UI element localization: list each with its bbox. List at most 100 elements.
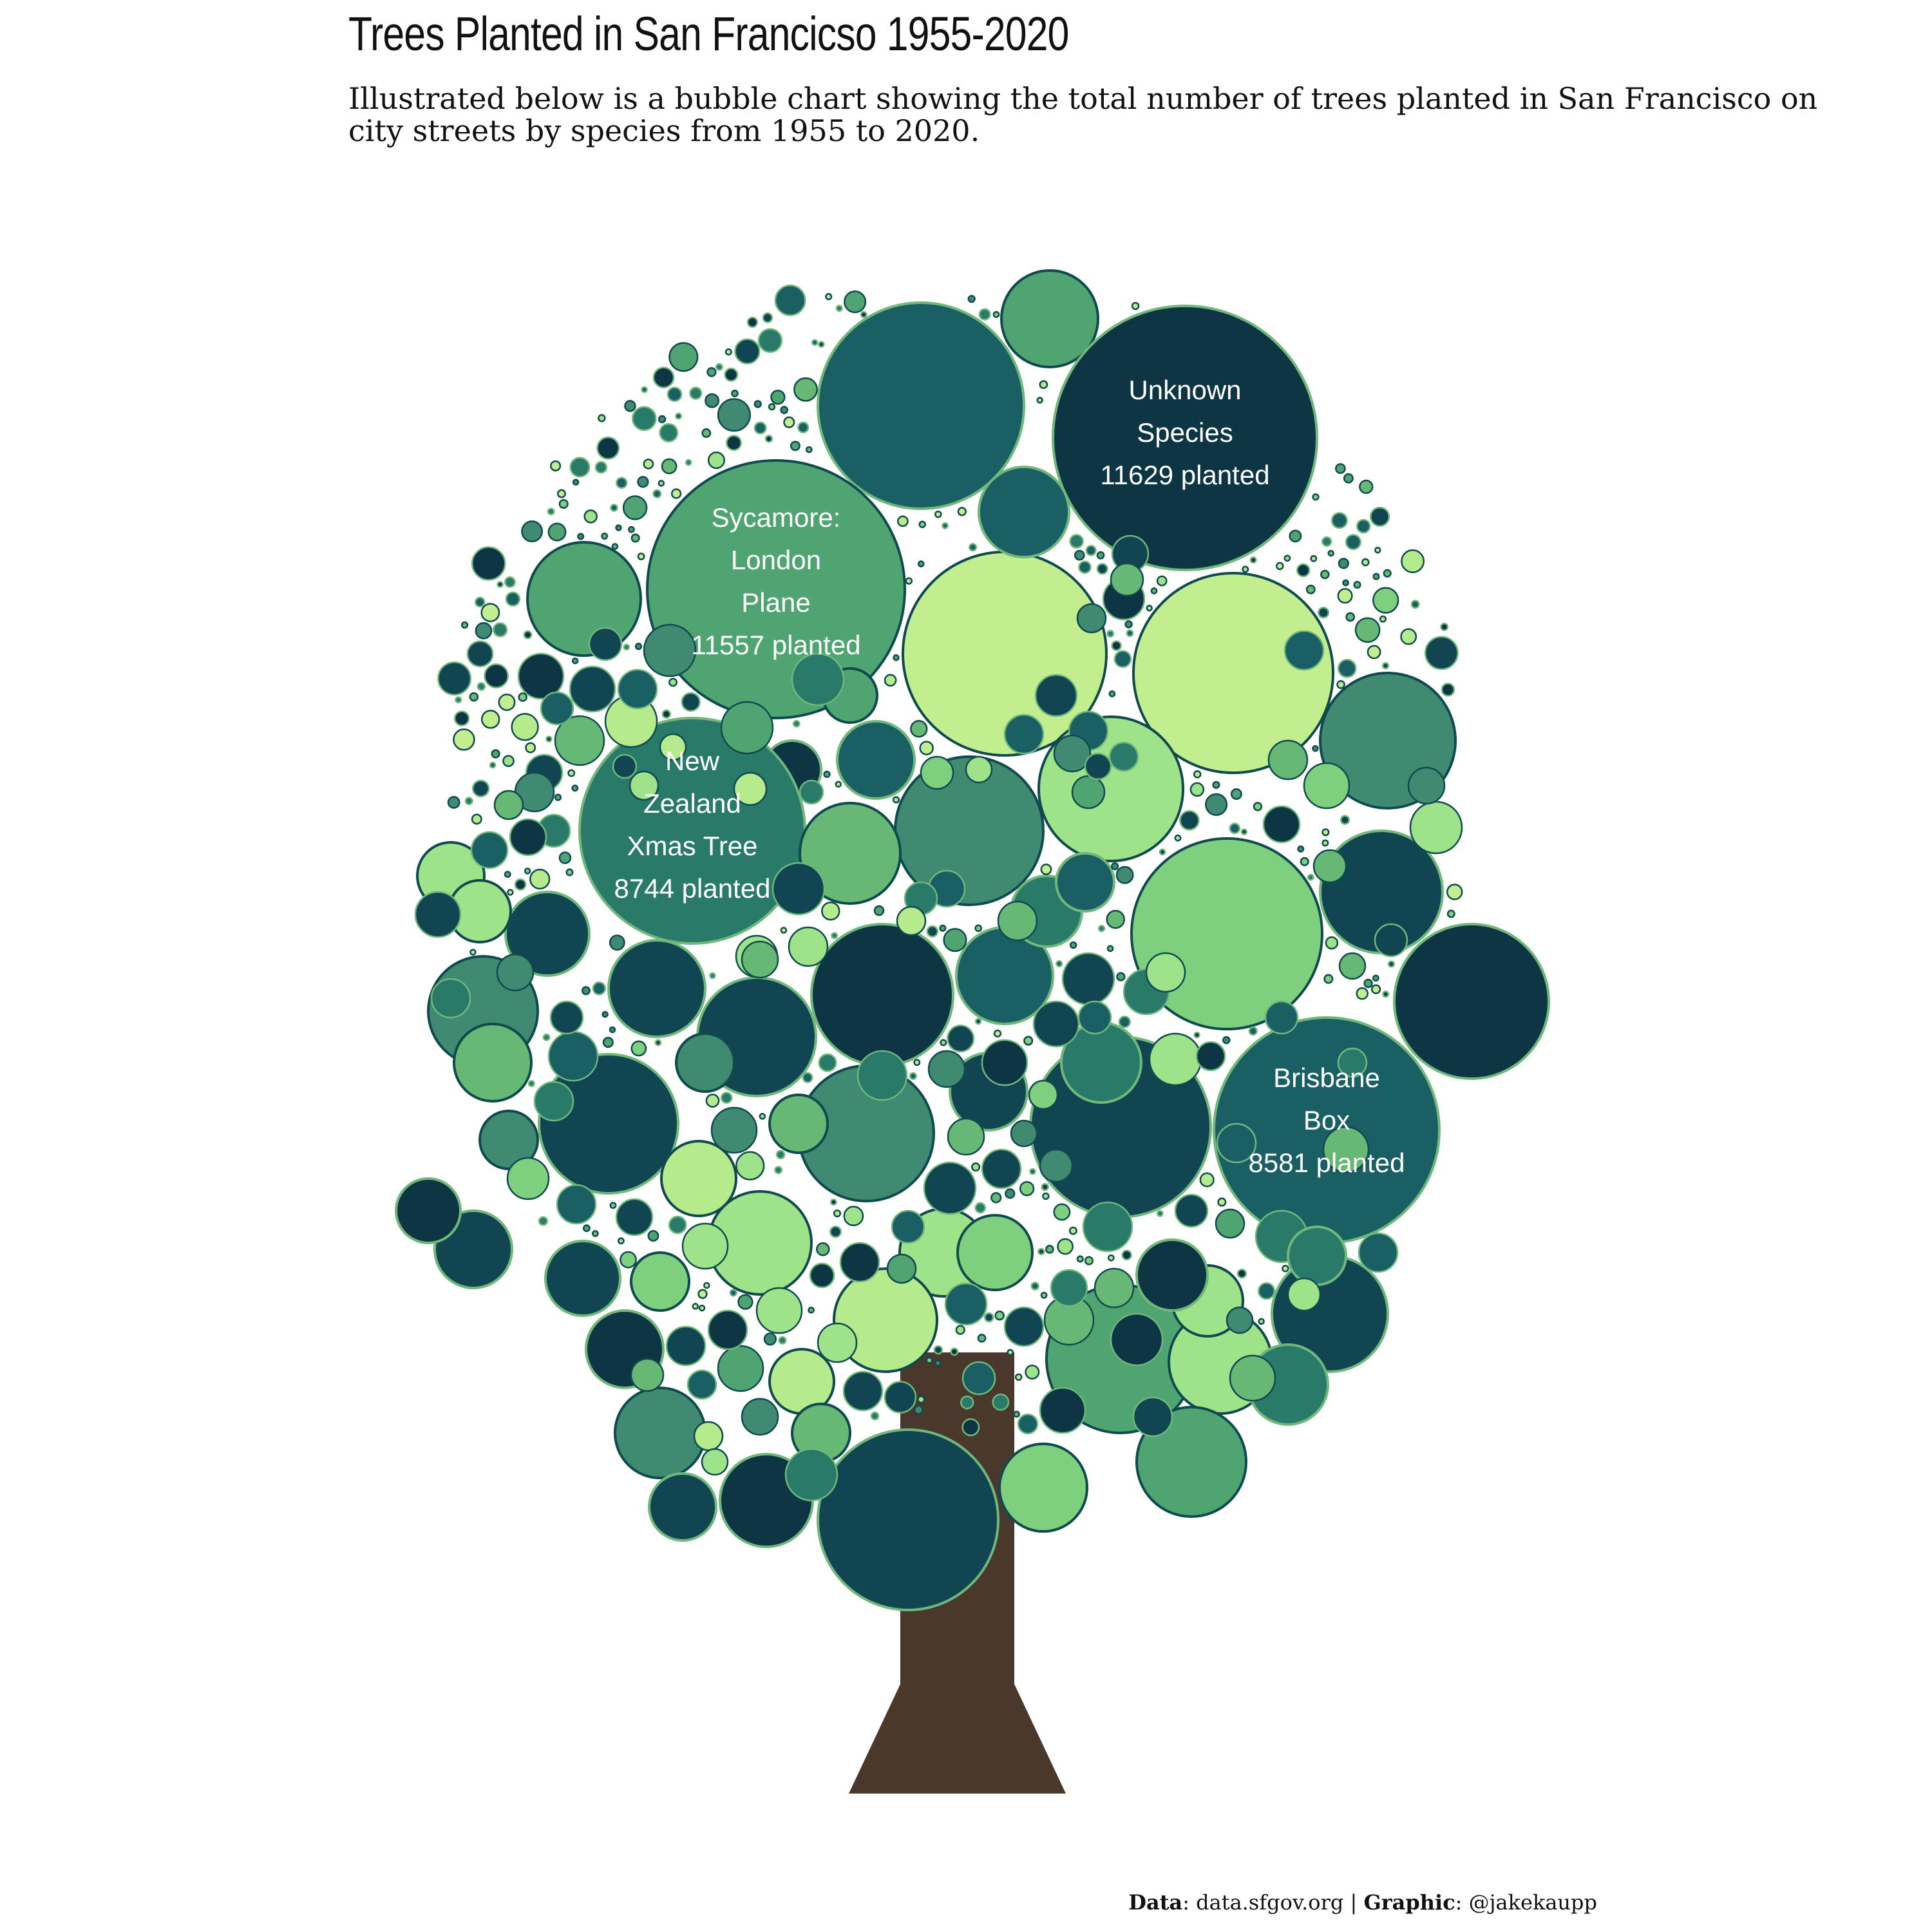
species-bubble — [955, 1325, 965, 1335]
species-bubble — [1370, 506, 1390, 527]
species-bubble — [778, 1336, 787, 1345]
species-bubble — [477, 682, 486, 691]
species-bubble — [617, 668, 658, 710]
species-bubble — [1193, 1031, 1200, 1039]
species-bubble — [734, 338, 761, 365]
species-bubble — [1055, 852, 1115, 913]
species-bubble — [1338, 952, 1367, 980]
species-bubble — [990, 1192, 1002, 1204]
species-bubble — [502, 755, 515, 768]
species-bubble — [1040, 863, 1052, 875]
species-bubble — [1098, 925, 1106, 933]
species-bubble — [715, 363, 723, 371]
species-bubble — [505, 591, 521, 607]
species-bubble — [670, 488, 682, 499]
species-bubble — [886, 1253, 917, 1284]
species-bubble — [944, 1282, 988, 1326]
species-bubble — [496, 953, 535, 992]
species-bubble — [1145, 952, 1186, 993]
species-bubble — [913, 1059, 921, 1066]
species-bubble — [1400, 628, 1417, 645]
species-bubble — [1010, 1119, 1038, 1148]
species-bubble — [623, 643, 630, 651]
species-bubble — [1084, 1256, 1094, 1265]
species-bubble — [1409, 800, 1463, 855]
species-bubble — [1000, 269, 1099, 368]
species-bubble — [1113, 650, 1132, 668]
species-bubble — [1116, 972, 1126, 981]
species-bubble — [1321, 536, 1332, 547]
species-bubble — [768, 1094, 829, 1154]
species-bubble — [1159, 848, 1166, 856]
species-bubble — [689, 386, 703, 400]
species-bubble — [527, 1080, 535, 1088]
species-bubble — [961, 1361, 996, 1396]
species-bubble — [1003, 1306, 1045, 1347]
species-bubble — [823, 770, 831, 779]
species-bubble — [489, 761, 497, 769]
species-bubble — [784, 1448, 838, 1502]
species-bubble — [504, 891, 591, 977]
chart-subtitle: Illustrated below is a bubble chart show… — [348, 81, 1818, 148]
species-bubble — [961, 1418, 980, 1437]
species-bubble — [506, 1157, 550, 1200]
caption-graphic-label: Graphic — [1363, 1890, 1455, 1915]
species-bubble — [470, 831, 509, 869]
species-bubble — [763, 1332, 777, 1346]
species-bubble — [665, 1325, 706, 1367]
species-bubble — [833, 1267, 938, 1373]
species-bubble — [1017, 1413, 1039, 1435]
species-bubble — [942, 522, 949, 529]
species-bubble — [893, 654, 900, 661]
species-bubble — [554, 715, 605, 766]
species-bubble — [843, 1206, 864, 1227]
species-bubble — [558, 851, 572, 864]
species-bubble — [1019, 1181, 1035, 1197]
species-bubble — [453, 728, 475, 751]
species-bubble — [1005, 1188, 1016, 1199]
species-bubble — [969, 543, 978, 552]
species-bubble — [1320, 569, 1330, 580]
species-bubble — [598, 414, 606, 422]
species-bubble — [630, 1251, 690, 1312]
species-bubble — [1374, 923, 1408, 958]
species-bubble — [480, 710, 500, 729]
species-bubble — [1108, 741, 1139, 772]
species-bubble — [1077, 1000, 1112, 1035]
species-bubble — [1327, 549, 1334, 557]
species-bubble — [967, 294, 976, 303]
species-bubble — [601, 1010, 609, 1018]
species-bubble — [857, 1050, 908, 1101]
species-bubble — [1345, 612, 1356, 622]
species-bubble — [583, 509, 598, 524]
species-bubble — [1057, 1238, 1074, 1255]
species-bubble — [692, 1303, 699, 1310]
species-bubble — [1410, 600, 1420, 609]
species-bubble — [1242, 565, 1249, 573]
species-bubble — [601, 533, 609, 540]
species-bubble — [842, 1370, 884, 1412]
species-bubble — [1356, 987, 1368, 1000]
species-label-line: Species — [1137, 417, 1233, 448]
species-bubble — [1042, 1192, 1050, 1200]
species-bubble — [1111, 640, 1122, 651]
species-bubble — [1287, 1277, 1321, 1312]
species-bubble — [913, 1405, 923, 1415]
species-bubble — [622, 495, 648, 520]
species-bubble — [414, 891, 462, 938]
species-bubble — [774, 285, 806, 316]
species-bubble — [681, 1222, 729, 1270]
species-bubble — [1337, 588, 1353, 604]
species-bubble — [1199, 1172, 1215, 1188]
species-bubble — [1029, 1168, 1036, 1175]
species-bubble — [1212, 781, 1220, 789]
species-bubble — [939, 924, 947, 932]
species-bubble — [873, 905, 885, 916]
species-bubble — [668, 677, 678, 687]
species-bubble — [460, 621, 469, 629]
species-bubble — [960, 1395, 974, 1410]
species-bubble — [957, 507, 967, 516]
species-bubble — [507, 889, 514, 896]
species-bubble — [643, 459, 654, 469]
